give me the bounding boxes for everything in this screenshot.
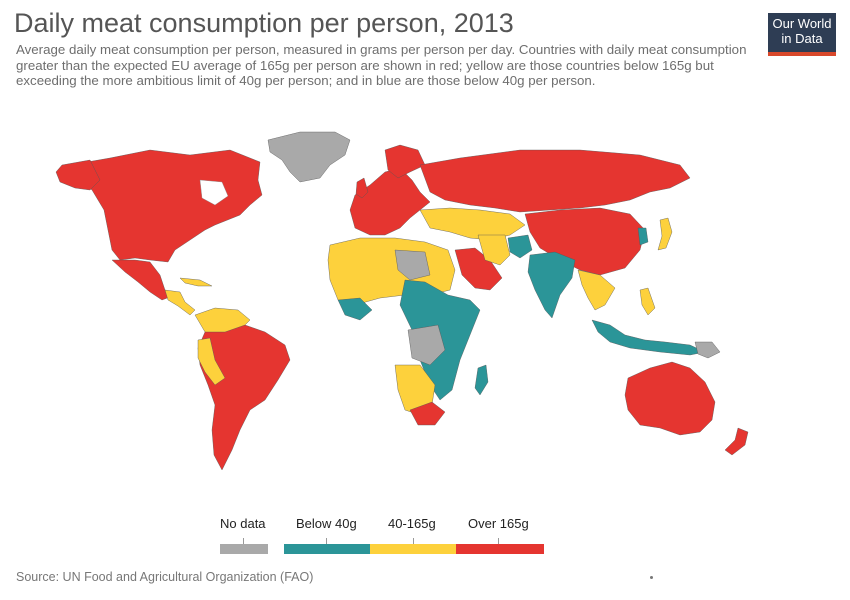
russia[interactable]	[419, 149, 691, 213]
legend-swatch-over-165[interactable]	[456, 544, 544, 554]
philippines[interactable]	[639, 287, 656, 316]
decorative-dot	[650, 576, 653, 579]
legend-tick	[413, 538, 414, 544]
scandinavia[interactable]	[384, 144, 426, 179]
indonesia[interactable]	[591, 319, 706, 356]
japan[interactable]	[657, 217, 673, 251]
south-america-main[interactable]	[197, 324, 291, 471]
owid-logo[interactable]: Our World in Data	[768, 13, 836, 56]
madagascar[interactable]	[474, 364, 489, 396]
legend-swatch-no-data[interactable]	[220, 544, 268, 554]
legend-label-mid: 40-165g	[388, 516, 436, 531]
central-america[interactable]	[164, 289, 196, 316]
logo-line-2: in Data	[781, 31, 823, 46]
iran[interactable]	[477, 234, 511, 266]
southeast-asia[interactable]	[577, 269, 616, 311]
central-asia-yellow[interactable]	[419, 207, 526, 241]
caribbean[interactable]	[179, 277, 213, 287]
legend-label-no-data: No data	[220, 516, 266, 531]
legend-swatch-below-40[interactable]	[284, 544, 370, 554]
world-map	[55, 131, 749, 471]
legend-tick	[243, 538, 244, 544]
middle-east-red[interactable]	[454, 247, 503, 291]
india[interactable]	[527, 251, 576, 319]
chart-title: Daily meat consumption per person, 2013	[14, 8, 514, 38]
alaska[interactable]	[55, 159, 101, 191]
legend-swatch-mid[interactable]	[370, 544, 456, 554]
mexico[interactable]	[111, 259, 176, 301]
uk[interactable]	[355, 177, 369, 199]
legend-label-over-165: Over 165g	[468, 516, 529, 531]
europe-region[interactable]	[349, 167, 431, 236]
legend-tick	[498, 538, 499, 544]
afghanistan[interactable]	[507, 234, 533, 259]
west-africa-teal[interactable]	[337, 297, 373, 321]
australia[interactable]	[624, 361, 716, 436]
greenland[interactable]	[267, 131, 351, 183]
legend-label-below-40: Below 40g	[296, 516, 357, 531]
libya-gray[interactable]	[394, 249, 431, 281]
papua-new-guinea[interactable]	[694, 341, 721, 359]
chart-subtitle: Average daily meat consumption per perso…	[16, 42, 747, 88]
south-africa[interactable]	[409, 401, 446, 426]
central-africa-gray[interactable]	[407, 324, 446, 366]
north-america-region[interactable]	[61, 149, 263, 263]
source-note[interactable]: Source: UN Food and Agricultural Organiz…	[16, 570, 314, 584]
china-mongolia[interactable]	[524, 207, 646, 276]
logo-line-1: Our World	[772, 16, 832, 31]
new-zealand[interactable]	[724, 427, 749, 456]
korea[interactable]	[637, 227, 649, 246]
hudson-bay	[199, 179, 229, 206]
peru-bolivia[interactable]	[197, 337, 226, 386]
legend-tick	[326, 538, 327, 544]
